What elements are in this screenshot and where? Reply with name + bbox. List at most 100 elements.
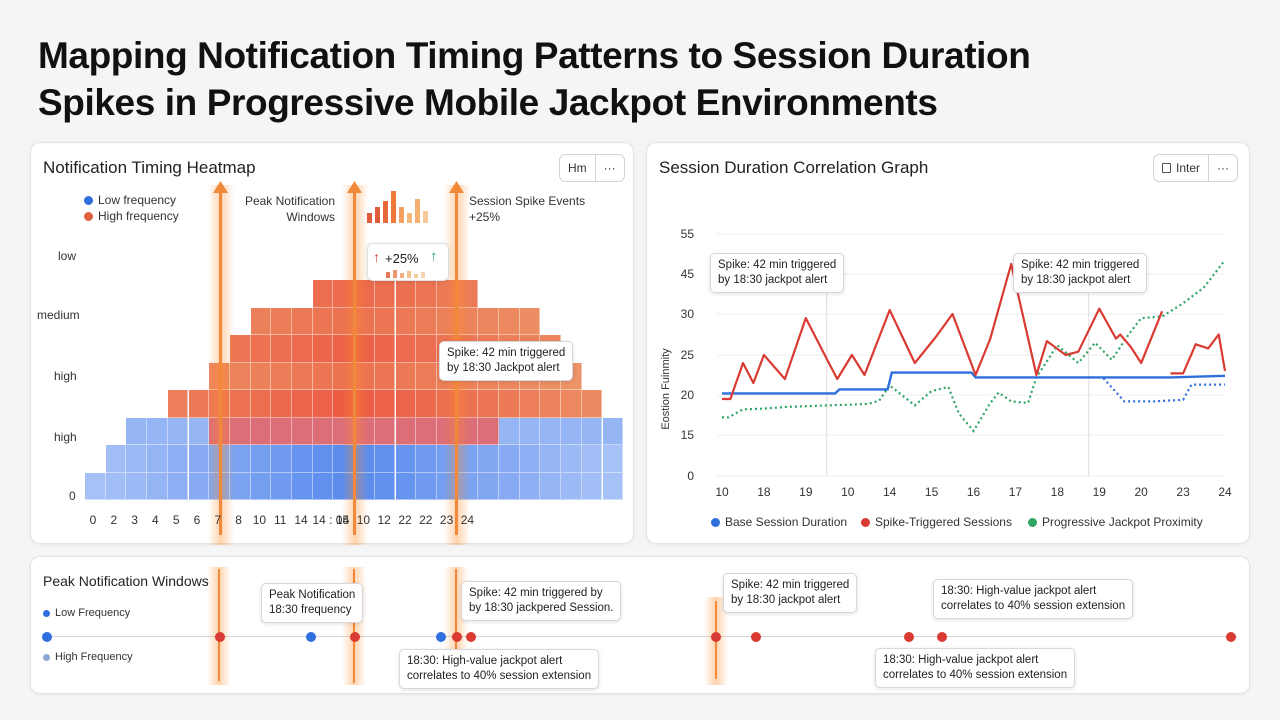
heatmap-xlabel: 10 (356, 513, 371, 527)
timeline-callout-3: Spike: 42 min triggered by 18:30 jackpot… (723, 573, 858, 613)
timeline-callout-5: 18:30: High-value jackpot alert correlat… (399, 649, 600, 689)
heatmap-cell (312, 362, 334, 390)
timeline-event-high[interactable] (937, 632, 947, 642)
heatmap-cell (457, 472, 479, 500)
heatmap-cell (229, 362, 251, 390)
heatmap-cell (395, 472, 417, 500)
timeline-callout-2-line-1: Spike: 42 min triggered by (469, 587, 603, 599)
heatmap-cell (126, 445, 148, 473)
timeline-event-high[interactable] (904, 632, 914, 642)
correlation-chart: 55 45 30 25 20 15 0 10 18 19 10 14 15 16 17 18 19 20 23 24 (681, 227, 1232, 499)
heatmap-cell (312, 307, 334, 335)
timeline-event-high[interactable] (466, 632, 476, 642)
heatmap-cell (85, 472, 106, 500)
heatmap-cell (416, 445, 437, 473)
y-tick-label: 25 (681, 348, 695, 362)
heatmap-callout-line-1: Spike: 42 min triggered (447, 347, 566, 359)
timeline-callout-1-line-1: Peak Notification (269, 589, 356, 601)
x-tick-label: 18 (757, 485, 771, 499)
correlation-legend-jackpot: Progressive Jackpot Proximity (1028, 515, 1203, 529)
x-tick-label: 23 (1176, 485, 1190, 499)
heatmap-cell (229, 472, 251, 500)
heatmap-cell (374, 307, 396, 335)
heatmap-cell (540, 472, 562, 500)
interpolation-button[interactable]: Inter (1154, 155, 1208, 181)
heatmap-cell (581, 390, 603, 418)
heatmap-cell (519, 417, 541, 445)
heatmap-cell (374, 362, 396, 390)
heatmap-cell (292, 390, 313, 418)
heatmap-cell (374, 417, 396, 445)
heatmap-cell (229, 390, 251, 418)
heatmap-cell (416, 335, 437, 363)
heatmap-cell (312, 445, 334, 473)
heatmap-cell (519, 472, 541, 500)
heatmap-cell (292, 417, 313, 445)
x-tick-label: 15 (925, 485, 939, 499)
heatmap-cell (478, 472, 499, 500)
heatmap-cell (561, 472, 582, 500)
heatmap-cell (561, 445, 582, 473)
heatmap-xlabel: 5 (172, 513, 180, 527)
y-tick-label: 55 (681, 227, 695, 241)
heatmap-cell (271, 417, 292, 445)
heatmap-mode-button[interactable]: Hm (568, 161, 587, 175)
correlation-ylabel: Eostion Fuinmity (660, 348, 672, 430)
heatmap-cell (188, 445, 210, 473)
peak-window-line-2 (353, 187, 356, 535)
correlation-more-button[interactable]: ··· (1208, 155, 1237, 181)
peak-windows-label: Peak Notification Windows (239, 193, 335, 225)
timeline-event-low[interactable] (436, 632, 446, 642)
heatmap-cell (395, 390, 417, 418)
x-tick-label: 14 (883, 485, 897, 499)
y-tick-label: 30 (681, 307, 695, 321)
heatmap-xlabel: 2 (110, 513, 118, 527)
correlation-title: Session Duration Correlation Graph (659, 158, 929, 177)
legend-base-label: Base Session Duration (725, 515, 848, 529)
timeline-event-high[interactable] (452, 632, 462, 642)
heatmap-cell (499, 472, 520, 500)
badge-bars-icon (386, 270, 425, 278)
heatmap-cell (457, 280, 479, 308)
timeline-event-high[interactable] (751, 632, 761, 642)
timeline-event-low[interactable] (306, 632, 316, 642)
heatmap-cell (519, 390, 541, 418)
heatmap-xlabel: 14 : 05 (312, 513, 350, 527)
timeline-callout-6: 18:30: High-value jackpot alert correlat… (875, 648, 1076, 688)
heatmap-more-button[interactable]: ··· (594, 155, 624, 181)
timeline-legend-high: High Frequency (43, 651, 133, 663)
legend-jackpot-label: Progressive Jackpot Proximity (1042, 515, 1203, 529)
heatmap-cell (250, 307, 272, 335)
timeline-event-high[interactable] (215, 632, 225, 642)
heatmap-cell (126, 472, 148, 500)
heatmap-cell (312, 472, 334, 500)
heatmap-cell (105, 445, 127, 473)
heatmap-title: Notification Timing Heatmap (43, 158, 256, 177)
x-tick-label: 20 (1134, 485, 1148, 499)
y-tick-label: 20 (681, 388, 695, 402)
heatmap-cell (354, 362, 375, 390)
timeline-peak-line-2 (353, 569, 355, 683)
timeline-legend-low: Low Frequency (43, 607, 130, 619)
timeline-event-high[interactable] (350, 632, 360, 642)
arrow-up-icon (213, 181, 228, 193)
heatmap-cell (416, 307, 437, 335)
heatmap-cell (478, 417, 499, 445)
legend-spike-dot (861, 517, 870, 527)
timeline-event-low[interactable] (42, 632, 52, 642)
heatmap-cell (540, 445, 562, 473)
x-tick-label: 18 (1051, 485, 1065, 499)
interpolation-label: Inter (1176, 161, 1201, 175)
timeline-event-high[interactable] (1226, 632, 1236, 642)
heatmap-cell (292, 335, 313, 363)
timeline-high-dot (43, 653, 50, 661)
timeline-event-high[interactable] (711, 632, 721, 642)
series-jackpot-line (722, 259, 1226, 433)
timeline-low-label: Low Frequency (55, 607, 131, 619)
page-title-line-2: Spikes in Progressive Mobile Jackpot Env… (38, 82, 938, 123)
heatmap-cell (561, 417, 582, 445)
heatmap-cell (292, 307, 313, 335)
heatmap-cell (374, 445, 396, 473)
heatmap-cell (147, 472, 168, 500)
heatmap-ylabel-medium: medium (37, 308, 80, 322)
